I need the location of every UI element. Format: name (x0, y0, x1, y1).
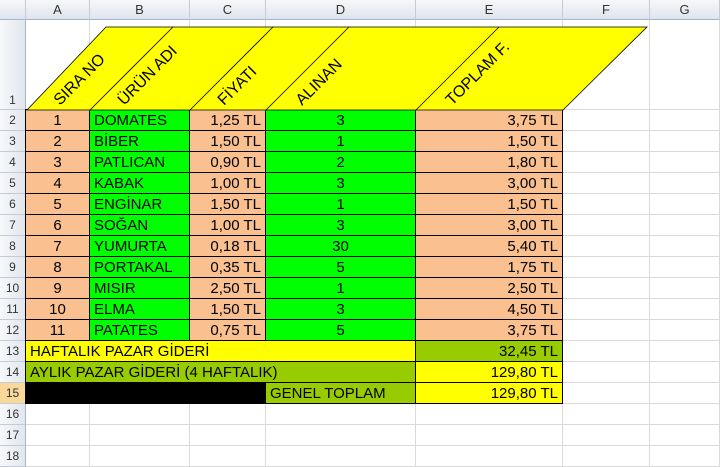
column-header-E[interactable]: E (416, 0, 563, 20)
monthly-label-cell[interactable]: AYLIK PAZAR GİDERİ (4 HAFTALIK) (25, 361, 416, 383)
urun-adi-cell[interactable]: DOMATES (89, 109, 190, 131)
monthly-value-cell[interactable]: 129,80 TL (415, 361, 563, 383)
fiyati-cell[interactable]: 2,50 TL (189, 277, 266, 299)
header-divider (415, 26, 500, 111)
gridline (26, 424, 720, 425)
row-header-13[interactable]: 13 (0, 341, 26, 362)
row-header-16[interactable]: 16 (0, 404, 26, 425)
urun-adi-cell[interactable]: ENGİNAR (89, 193, 190, 215)
urun-adi-cell[interactable]: MISIR (89, 277, 190, 299)
toplam-cell[interactable]: 1,75 TL (415, 256, 563, 278)
row-header-1[interactable]: 1 (0, 20, 26, 110)
header-divider (265, 26, 350, 111)
row-header-12[interactable]: 12 (0, 320, 26, 341)
row-header-15[interactable]: 15 (0, 383, 26, 404)
header-divider (189, 26, 274, 111)
row-header-17[interactable]: 17 (0, 425, 26, 446)
header-banner (26, 26, 648, 111)
toplam-cell[interactable]: 3,00 TL (415, 214, 563, 236)
column-header-B[interactable]: B (90, 0, 190, 20)
fiyati-cell[interactable]: 1,50 TL (189, 130, 266, 152)
weekly-value-cell[interactable]: 32,45 TL (415, 340, 563, 362)
column-header-D[interactable]: D (266, 0, 416, 20)
header-divider (89, 26, 174, 111)
column-header-C[interactable]: C (190, 0, 266, 20)
gridline (649, 20, 650, 467)
column-header-F[interactable]: F (563, 0, 650, 20)
weekly-label-cell[interactable]: HAFTALIK PAZAR GİDERİ (25, 340, 416, 362)
select-all-button[interactable] (0, 0, 26, 20)
gridline (26, 445, 720, 446)
column-header-A[interactable]: A (26, 0, 90, 20)
toplam-cell[interactable]: 3,75 TL (415, 319, 563, 341)
toplam-cell[interactable]: 3,00 TL (415, 172, 563, 194)
total-value-cell[interactable]: 129,80 TL (415, 382, 563, 404)
